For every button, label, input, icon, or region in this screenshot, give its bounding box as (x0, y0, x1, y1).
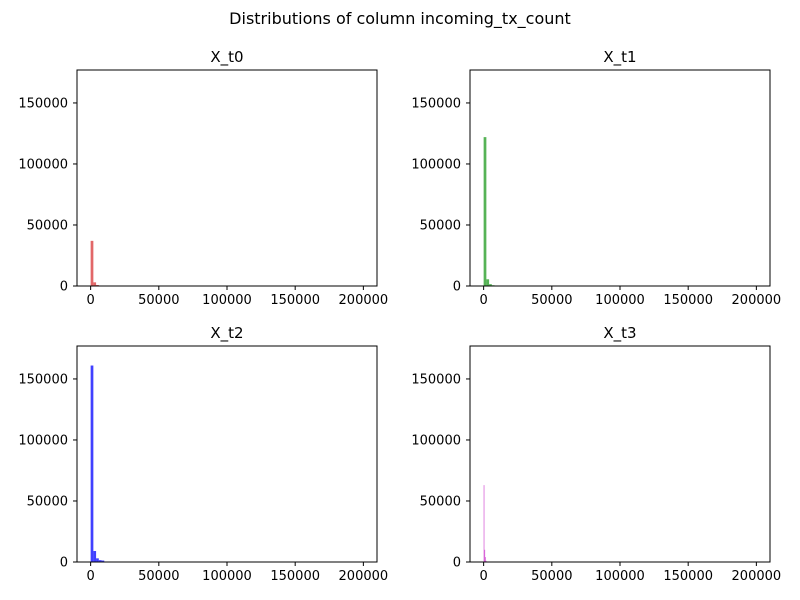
histogram-bar (93, 282, 97, 286)
histogram-bar (485, 560, 487, 562)
histogram-bar (485, 557, 486, 562)
subplot-title: X_t2 (210, 324, 243, 343)
y-tick-label: 0 (60, 280, 68, 295)
histogram-bar (98, 560, 102, 562)
x-tick-label: 0 (86, 293, 94, 308)
subplot-0: 0 50000 100000 150000 200000 0 50000 100000 1500… (18, 48, 388, 308)
y-tick-label: 150000 (18, 96, 68, 111)
y-tick-label: 0 (453, 280, 461, 295)
histogram-bar (486, 279, 490, 286)
subplot-2: 0 50000 100000 150000 200000 0 50000 100000 1500… (18, 324, 388, 584)
x-tick-label: 100000 (202, 569, 252, 584)
x-tick-label: 200000 (339, 569, 389, 584)
histogram-bar (484, 549, 486, 562)
y-tick-label: 0 (453, 556, 461, 571)
x-tick-label: 150000 (663, 293, 713, 308)
histogram-bar (101, 560, 105, 562)
x-tick-label: 50000 (531, 293, 572, 308)
y-tick-label: 50000 (27, 494, 68, 509)
y-tick-label: 100000 (411, 433, 461, 448)
axes-frame (76, 69, 378, 287)
y-tick-label: 50000 (27, 218, 68, 233)
y-tick-label: 50000 (420, 494, 461, 509)
subplot-title: X_t0 (210, 48, 243, 67)
x-tick-label: 150000 (270, 293, 320, 308)
x-tick-label: 200000 (732, 569, 782, 584)
y-tick-label: 100000 (18, 157, 68, 172)
y-tick-label: 100000 (411, 157, 461, 172)
y-tick-label: 50000 (420, 218, 461, 233)
axes-frame (76, 345, 378, 563)
histogram-bar (489, 284, 492, 286)
subplot-title: X_t1 (603, 48, 636, 67)
histogram-bar (90, 240, 94, 286)
histogram-bar (483, 137, 487, 286)
x-tick-label: 200000 (339, 293, 389, 308)
histogram-bar (96, 558, 99, 562)
subplot-title: X_t3 (603, 324, 636, 343)
histogram-bar (90, 365, 94, 562)
x-tick-label: 200000 (732, 293, 782, 308)
x-tick-label: 0 (479, 293, 487, 308)
y-tick-label: 150000 (411, 96, 461, 111)
x-tick-label: 50000 (531, 569, 572, 584)
x-tick-label: 50000 (138, 293, 179, 308)
x-tick-label: 150000 (663, 569, 713, 584)
y-tick-label: 150000 (411, 372, 461, 387)
x-tick-label: 50000 (138, 569, 179, 584)
y-tick-label: 0 (60, 556, 68, 571)
x-tick-label: 0 (86, 569, 94, 584)
figure-title: Distributions of column incoming_tx_coun… (229, 9, 571, 28)
x-tick-label: 0 (479, 569, 487, 584)
y-tick-label: 100000 (18, 433, 68, 448)
x-tick-label: 150000 (270, 569, 320, 584)
x-tick-label: 100000 (595, 293, 645, 308)
subplot-1: 0 50000 100000 150000 200000 0 50000 100000 1500… (411, 48, 781, 308)
subplot-3: 0 50000 100000 150000 200000 0 50000 100000 1500… (411, 324, 781, 584)
histogram-bar (93, 551, 97, 562)
y-tick-label: 150000 (18, 372, 68, 387)
histogram-bar (483, 485, 485, 562)
x-tick-label: 100000 (202, 293, 252, 308)
x-tick-label: 100000 (595, 569, 645, 584)
axes-frame (469, 345, 771, 563)
axes-frame (469, 69, 771, 287)
